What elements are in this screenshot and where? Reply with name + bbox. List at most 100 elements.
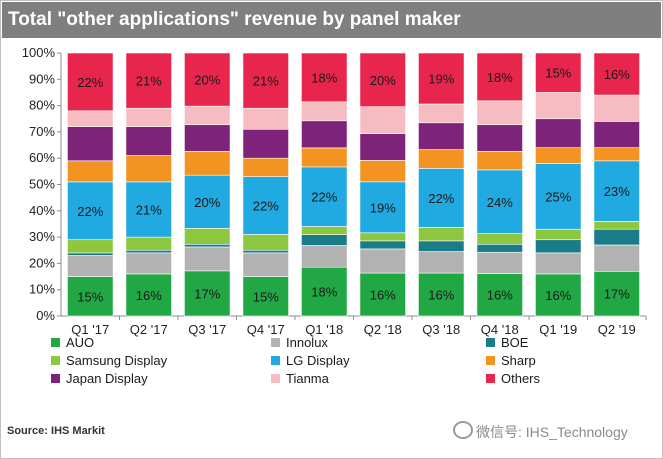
bar-segment-boe (242, 249, 289, 254)
bar-segment-sharp (535, 147, 582, 164)
bar-segment-lg-display (418, 168, 465, 228)
legend-label: BOE (501, 335, 529, 350)
data-label: 19% (370, 200, 396, 215)
bar-segment-samsung-display (125, 236, 172, 251)
chart-title: Total "other applications" revenue by pa… (2, 2, 661, 38)
bar-segment-samsung-display (535, 228, 582, 241)
bar-segment-boe (418, 240, 465, 252)
bar-segment-auo (593, 270, 640, 317)
bar-segment-tianma (125, 107, 172, 127)
bar-segment-others (125, 52, 172, 109)
data-label: 22% (311, 190, 337, 205)
bar-segment-lg-display (242, 176, 289, 235)
bar-segment-others (301, 52, 348, 103)
bar-segment-samsung-display (301, 226, 348, 235)
bar-segment-others (418, 52, 465, 105)
watermark: 微信号: IHS_Technology (453, 421, 628, 442)
bar-segment-boe (476, 243, 523, 253)
bar-segment-samsung-display (67, 239, 114, 254)
x-tick-label: Q2 '18 (364, 322, 402, 337)
bar-segment-others (359, 52, 406, 107)
data-label: 22% (253, 199, 279, 214)
bar-segment-innolux (184, 246, 231, 272)
data-label: 15% (253, 289, 279, 304)
data-label: 15% (77, 289, 103, 304)
bar-segment-samsung-display (184, 228, 231, 245)
bar-segment-boe (184, 243, 231, 248)
data-label: 24% (487, 195, 513, 210)
data-label: 21% (253, 74, 279, 89)
bar-segment-sharp (418, 149, 465, 169)
bar-segment-others (476, 52, 523, 102)
bar-segment-tianma (67, 110, 114, 127)
bar-segment-sharp (476, 150, 523, 171)
bar-segment-boe (359, 240, 406, 250)
bar-segment-boe (67, 252, 114, 256)
bar-segment-samsung-display (242, 234, 289, 251)
bar-segment-japan-display (359, 133, 406, 161)
data-label: 18% (487, 70, 513, 85)
bar-segment-boe (535, 239, 582, 254)
bar-segment-japan-display (418, 122, 465, 150)
bar-segment-samsung-display (476, 233, 523, 245)
data-label: 21% (136, 202, 162, 217)
x-tick-label: Q4 '18 (481, 322, 519, 337)
bar-segment-innolux (125, 252, 172, 275)
bar-segment-japan-display (301, 120, 348, 149)
data-label: 18% (311, 70, 337, 85)
legend-label: Innolux (286, 335, 328, 350)
legend-swatch-samsung-display (51, 356, 60, 365)
source-note: Source: IHS Markit (7, 425, 105, 437)
y-tick-label: 40% (29, 203, 55, 218)
x-tick-label: Q4 '17 (247, 322, 285, 337)
bar-segment-tianma (184, 105, 231, 126)
bar-segment-innolux (301, 245, 348, 268)
bar-segment-auo (67, 276, 114, 317)
data-label: 20% (370, 73, 396, 88)
data-label: 17% (194, 286, 220, 301)
data-label: 19% (428, 71, 454, 86)
bar-segment-auo (242, 276, 289, 317)
bar-segment-boe (125, 249, 172, 254)
legend-swatch-sharp (486, 356, 495, 365)
data-label: 16% (370, 288, 396, 303)
bar-segment-innolux (593, 244, 640, 272)
legend-swatch-innolux (271, 338, 280, 347)
bar-segment-samsung-display (418, 227, 465, 242)
bar-segment-lg-display (593, 160, 640, 222)
legend-label: LG Display (286, 353, 350, 368)
bar-segment-tianma (242, 107, 289, 130)
data-label: 22% (77, 75, 103, 90)
bar-segment-lg-display (67, 181, 114, 241)
bar-segment-innolux (476, 251, 523, 274)
data-label: 16% (604, 67, 630, 82)
bar-segment-japan-display (184, 124, 231, 152)
data-label: 16% (136, 288, 162, 303)
y-tick-label: 90% (29, 71, 55, 86)
stacked-bar-chart: 0% 10% 20% 30% 40% 50% 60% 70% 80% 90% 100% 15% 22% 2… (22, 45, 647, 386)
bar-segment-samsung-display (359, 232, 406, 242)
legend-label: Japan Display (66, 371, 148, 386)
x-tick-label: Q3 '18 (422, 322, 460, 337)
bar-segment-others (67, 52, 114, 112)
bar-segment-tianma (359, 106, 406, 134)
data-label: 16% (545, 288, 571, 303)
y-tick-label: 0% (36, 308, 55, 323)
bar-segment-innolux (535, 252, 582, 275)
bar-segment-boe (301, 234, 348, 246)
data-label: 22% (77, 204, 103, 219)
data-label: 18% (311, 285, 337, 300)
bar-segment-lg-display (476, 169, 523, 234)
legend-label: Others (501, 371, 541, 386)
bar-segment-lg-display (184, 174, 231, 229)
bar-segment-boe (593, 228, 640, 246)
bar-segment-japan-display (535, 118, 582, 148)
legend-swatch-tianma (271, 374, 280, 383)
bar-segment-lg-display (125, 181, 172, 238)
bar-segment-tianma (301, 101, 348, 122)
data-label: 22% (428, 191, 454, 206)
x-tick-label: Q1 '19 (539, 322, 577, 337)
legend-label: AUO (66, 335, 94, 350)
data-label: 23% (604, 184, 630, 199)
